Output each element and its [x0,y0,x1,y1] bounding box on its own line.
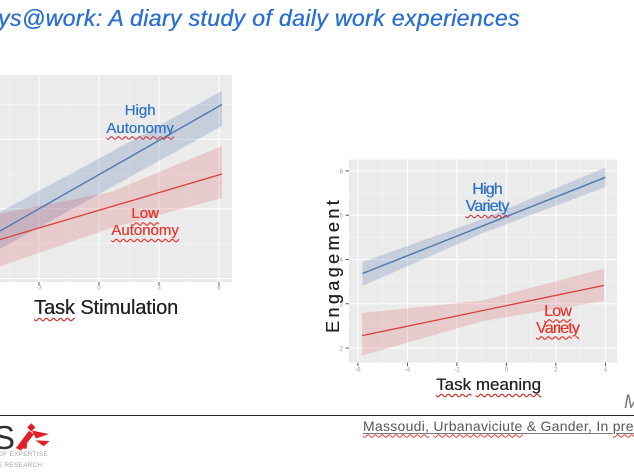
svg-text:-6: -6 [355,368,361,374]
svg-text:6: 6 [340,169,344,175]
svg-text:-2: -2 [454,368,460,374]
svg-text:3: 3 [157,286,161,292]
svg-text:2: 2 [554,368,558,374]
svg-text:0: 0 [505,368,509,374]
svg-text:-4: -4 [405,368,411,374]
svg-text:4: 4 [340,258,344,264]
svg-text:-3: -3 [36,286,42,292]
svg-text:6: 6 [217,286,221,292]
svg-text:0: 0 [97,286,101,292]
svg-text:3: 3 [340,302,344,308]
svg-text:2: 2 [340,347,344,353]
svg-text:4: 4 [604,368,608,374]
svg-text:5: 5 [340,214,344,220]
